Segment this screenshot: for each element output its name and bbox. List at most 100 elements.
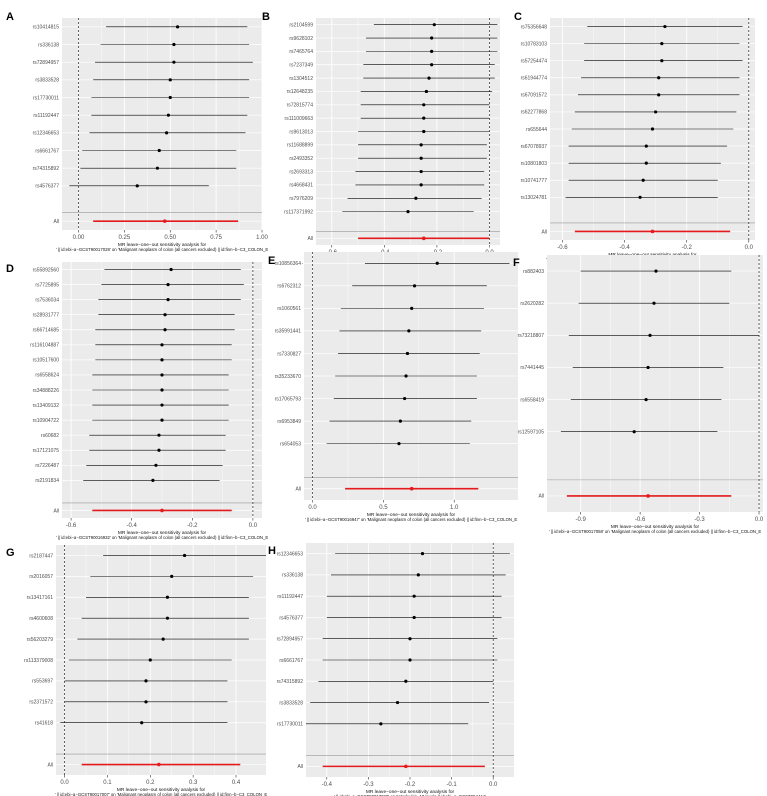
- x-axis-title-line1: MR leave−one−out sensitivity analysis fo…: [117, 787, 206, 793]
- snp-label: rs12648235: [287, 89, 314, 95]
- all-label: All: [297, 764, 303, 770]
- panel-label-c: C: [514, 11, 522, 23]
- all-estimate-point: [162, 219, 167, 223]
- snp-estimate-point: [646, 365, 650, 370]
- snp-label: rs2693313: [289, 169, 313, 175]
- snp-estimate-point: [140, 721, 144, 725]
- snp-label: rs6661767: [279, 658, 303, 664]
- x-axis-title-line2: ' || id:ebi−a−GCST90017028' on 'Malignan…: [56, 247, 269, 252]
- snp-estimate-point: [161, 637, 165, 641]
- snp-estimate-point: [403, 396, 407, 401]
- x-tick-label: 0.75: [210, 235, 222, 241]
- snp-estimate-point: [175, 25, 180, 29]
- snp-estimate-point: [160, 403, 164, 407]
- x-axis-title-line2: ' || id:ebi−a−GCST90016947' on 'Malignan…: [305, 517, 518, 522]
- snp-label: rs67078937: [521, 144, 548, 150]
- snp-label: rs34888226: [33, 388, 60, 394]
- snp-label: rs2187447: [29, 553, 53, 559]
- snp-label: rs7441445: [520, 365, 544, 371]
- snp-label: rs6558419: [520, 397, 544, 403]
- snp-estimate-point: [408, 658, 412, 662]
- snp-label: rs1060561: [277, 306, 301, 312]
- snp-estimate-point: [164, 131, 169, 135]
- snp-label: rs74315892: [33, 166, 60, 172]
- snp-label: rs4668431: [289, 183, 313, 189]
- snp-estimate-point: [422, 103, 426, 107]
- panel-label-h: H: [268, 545, 276, 557]
- x-tick-label: -0.2: [681, 245, 692, 251]
- snp-label: rs35991441: [275, 329, 302, 335]
- x-tick-label: -0.4: [322, 782, 333, 788]
- snp-label: rs12597105: [518, 429, 545, 435]
- snp-estimate-point: [160, 418, 164, 422]
- snp-estimate-point: [160, 388, 164, 392]
- snp-estimate-point: [155, 166, 160, 170]
- x-tick-label: -0.6: [66, 523, 77, 529]
- panel-label-e: E: [268, 255, 275, 267]
- snp-estimate-point: [395, 700, 400, 705]
- panel-label-b: B: [262, 11, 270, 23]
- snp-label: rs62277868: [521, 110, 548, 116]
- x-tick-label: 0.50: [164, 235, 176, 241]
- snp-estimate-point: [407, 329, 411, 333]
- snp-label: rs2191834: [35, 478, 59, 484]
- snp-estimate-point: [172, 60, 176, 64]
- snp-estimate-point: [422, 116, 426, 120]
- snp-estimate-point: [148, 658, 152, 662]
- x-tick-label: 0.4: [232, 780, 241, 786]
- all-label: All: [295, 487, 301, 493]
- snp-estimate-point: [157, 148, 161, 153]
- x-tick-label: -0.2: [405, 782, 416, 788]
- x-tick-label: -0.2: [187, 523, 198, 529]
- snp-label: rs35233670: [275, 374, 302, 380]
- snp-estimate-point: [144, 700, 148, 704]
- snp-label: rs7226487: [35, 463, 59, 469]
- snp-estimate-point: [419, 156, 423, 160]
- snp-label: rs10414815: [33, 25, 60, 31]
- snp-estimate-point: [648, 333, 652, 337]
- snp-estimate-point: [430, 63, 434, 67]
- snp-label: rs117371992: [284, 209, 313, 215]
- snp-estimate-point: [644, 397, 648, 402]
- x-tick-label: -0.3: [694, 517, 705, 523]
- snp-estimate-point: [641, 178, 645, 182]
- snp-label: rs17065793: [275, 396, 302, 402]
- snp-estimate-point: [632, 430, 636, 434]
- x-axis-title-line2: ' || id:ebi−a−GCST90017058' on 'Malignan…: [549, 529, 762, 534]
- x-axis-title-line1: MR leave−one−out sensitivity analysis fo…: [118, 242, 207, 248]
- snp-label: rs7330827: [277, 351, 301, 357]
- snp-label: rs72894957: [33, 60, 60, 66]
- all-label: All: [307, 236, 313, 242]
- snp-label: rs10801803: [521, 161, 548, 167]
- snp-label: rs13024781: [521, 195, 548, 201]
- snp-label: rs57254474: [521, 58, 548, 64]
- x-tick-label: 0.3: [189, 780, 198, 786]
- snp-estimate-point: [165, 595, 170, 599]
- snp-estimate-point: [166, 113, 171, 117]
- all-label: All: [53, 508, 59, 514]
- snp-label: rs41618: [35, 721, 53, 727]
- snp-estimate-point: [416, 573, 420, 577]
- snp-estimate-point: [169, 267, 173, 272]
- snp-estimate-point: [398, 419, 402, 423]
- snp-label: rs111009663: [285, 116, 314, 122]
- all-label: All: [538, 494, 544, 500]
- snp-label: rs10783103: [521, 41, 548, 47]
- snp-label: rs6762312: [277, 284, 301, 290]
- x-axis-title-line1: MR leave−one−out sensitivity analysis fo…: [118, 530, 207, 536]
- snp-estimate-point: [166, 298, 170, 302]
- panel-label-f: F: [513, 257, 520, 269]
- x-tick-label: 0.2: [146, 780, 155, 786]
- all-estimate-point: [421, 236, 426, 241]
- snp-label: rs2104599: [289, 22, 313, 28]
- snp-estimate-point: [419, 169, 423, 174]
- all-label: All: [47, 762, 53, 768]
- snp-label: rs10741777: [521, 178, 548, 184]
- snp-label: rs7725895: [35, 282, 59, 288]
- snp-estimate-point: [163, 313, 167, 317]
- snp-label: rs336138: [282, 573, 303, 579]
